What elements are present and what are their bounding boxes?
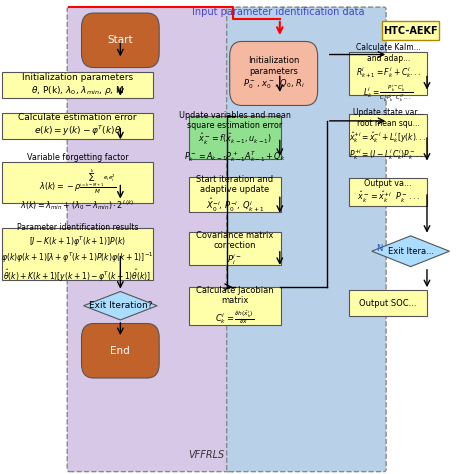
Text: Start: Start (108, 35, 133, 46)
Text: Start iteration and
adaptive update
$\hat{X}_0^{-i}$, $P_0^{-i}$, $Q_{k+1}^i$: Start iteration and adaptive update $\ha… (196, 175, 273, 214)
Text: Covariance matrix
correction
$P_i^{i-}$: Covariance matrix correction $P_i^{i-}$ (196, 231, 273, 267)
Bar (2, 163, 153, 203)
Text: Parameter identification results
$[I-K(k+1)\varphi^T(k+1)]P(k)$
$\varphi(k)\varp: Parameter identification results $[I-K(k… (1, 223, 154, 284)
Bar (189, 177, 281, 212)
Bar (349, 290, 427, 317)
Text: Exit Itera...: Exit Itera... (388, 247, 434, 255)
FancyBboxPatch shape (230, 42, 318, 106)
Bar (2, 72, 153, 99)
FancyBboxPatch shape (82, 13, 159, 67)
Bar (2, 228, 153, 280)
FancyBboxPatch shape (67, 7, 235, 472)
Text: Update variables and mean
square estimation error
$\hat{x}_k^-=f(\hat{x}_{k-1},u: Update variables and mean square estimat… (179, 111, 291, 164)
Polygon shape (372, 236, 449, 266)
Text: Update state var...
root mean squ...
$\hat{x}_k^{+i}=\hat{x}_k^{-i}+L_k^i[y(k)..: Update state var... root mean squ... $\h… (349, 109, 427, 162)
Text: HTC-AEKF: HTC-AEKF (383, 26, 438, 36)
FancyBboxPatch shape (82, 323, 159, 378)
Bar (349, 178, 427, 206)
Text: Output SOC...: Output SOC... (359, 299, 417, 308)
Text: N: N (375, 245, 382, 253)
FancyBboxPatch shape (227, 7, 386, 472)
Text: Calculate Kalm...
and adap...
$R_{k+1}^i=F_k^i+C_k^i...$
$L_k^i=\frac{P_k^{i-}C_: Calculate Kalm... and adap... $R_{k+1}^i… (356, 43, 421, 104)
Text: Initialization parameters
$\theta$, P(k), $\lambda_0$, $\lambda_{min}$, $\rho$, : Initialization parameters $\theta$, P(k)… (22, 73, 133, 97)
Bar (189, 232, 281, 265)
Bar (349, 52, 427, 95)
Text: Exit Iteration?: Exit Iteration? (89, 301, 152, 310)
Polygon shape (83, 292, 157, 320)
Bar (2, 112, 153, 138)
Text: End: End (110, 346, 130, 356)
Text: Input parameter identification data: Input parameter identification data (191, 7, 364, 17)
Text: VFFRLS: VFFRLS (188, 450, 225, 460)
Bar (189, 287, 281, 325)
Bar (382, 21, 439, 40)
Text: Calculate estimation error
$e(k)=y(k)-\varphi^T(k)\theta$: Calculate estimation error $e(k)=y(k)-\v… (18, 113, 137, 138)
Text: Calculate Jacobian
matrix
$C_k^i=\frac{\partial h(\hat{x}_k^i)}{\partial x}$: Calculate Jacobian matrix $C_k^i=\frac{\… (196, 286, 273, 326)
Bar (349, 114, 427, 156)
Bar (189, 116, 281, 159)
Text: Variable forgetting factor
$\lambda(k)=-\rho\frac{\sum_{i=k-M+1}^{k}e_ie_i^2}{M}: Variable forgetting factor $\lambda(k)=-… (20, 153, 135, 212)
Text: Initialization
parameters
$P_0^-$, $x_0^-$, $Q_0$, $R_i$: Initialization parameters $P_0^-$, $x_0^… (243, 56, 305, 91)
Text: Output va...
$\hat{x}_k^-=\hat{x}_k^{+i}$  $P_k^-...$: Output va... $\hat{x}_k^-=\hat{x}_k^{+i}… (357, 179, 419, 205)
